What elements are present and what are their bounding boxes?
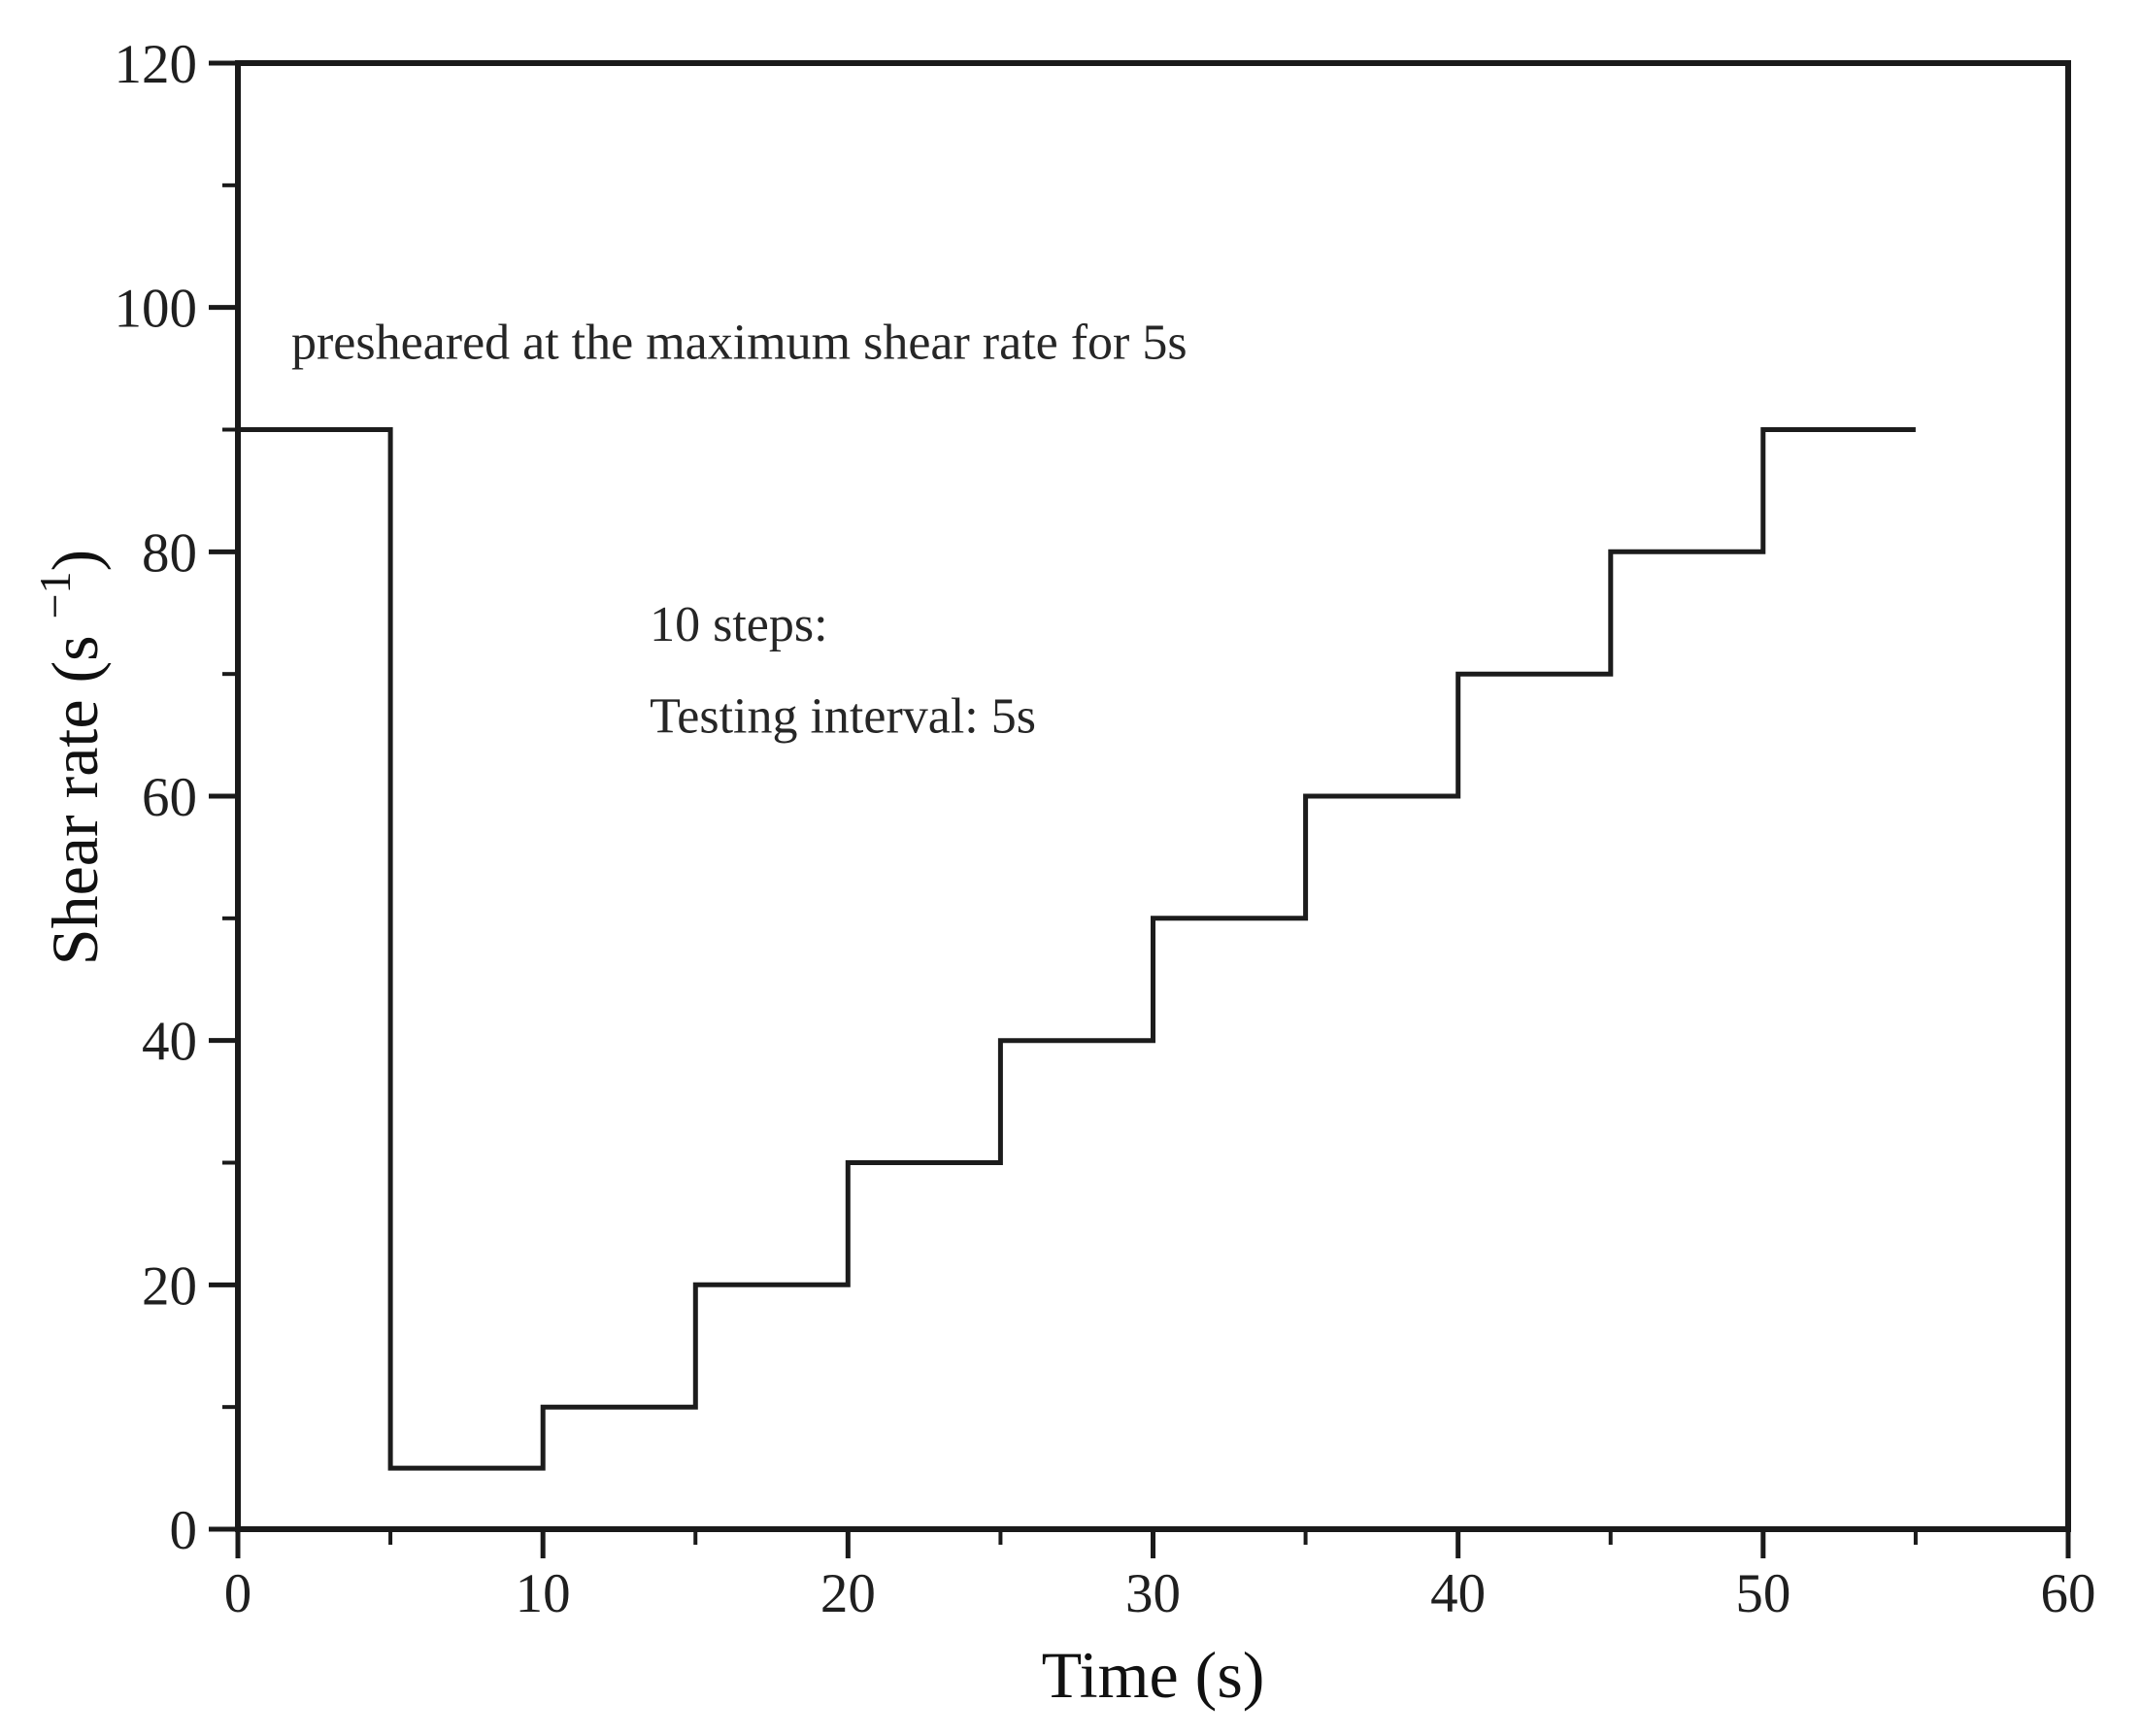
x-tick-label: 50 <box>1735 1563 1790 1624</box>
annotations: presheared at the maximum shear rate for… <box>291 316 1188 745</box>
x-tick-label: 30 <box>1125 1563 1181 1624</box>
y-tick-label: 100 <box>115 279 198 340</box>
step-line <box>238 427 1916 1471</box>
y-tick-label: 120 <box>115 34 198 95</box>
axis-tick-labels: 0 10 20 30 40 50 60 0 20 40 60 80 100 120 <box>115 34 2096 1624</box>
y-tick-label: 20 <box>142 1255 197 1317</box>
annotation-preshear-note: presheared at the maximum shear rate for… <box>291 316 1188 371</box>
annotation-interval-note: Testing interval: 5s <box>650 689 1036 745</box>
y-tick-label: 40 <box>142 1012 197 1073</box>
x-tick-label: 0 <box>224 1563 252 1624</box>
y-tick-label: 60 <box>142 767 197 828</box>
y-tick-label: 80 <box>142 522 197 584</box>
axis-ticks <box>209 60 2071 1558</box>
x-tick-label: 10 <box>516 1563 571 1624</box>
x-tick-label: 60 <box>2041 1563 2096 1624</box>
x-axis-title: Time (s) <box>1042 1638 1265 1712</box>
y-axis-title: Shear rate (s −1) <box>30 550 112 965</box>
x-tick-label: 40 <box>1430 1563 1486 1624</box>
y-tick-label: 0 <box>170 1500 198 1561</box>
plot-frame <box>235 60 2071 1532</box>
annotation-steps-note: 10 steps: <box>650 597 827 652</box>
x-tick-label: 20 <box>820 1563 876 1624</box>
